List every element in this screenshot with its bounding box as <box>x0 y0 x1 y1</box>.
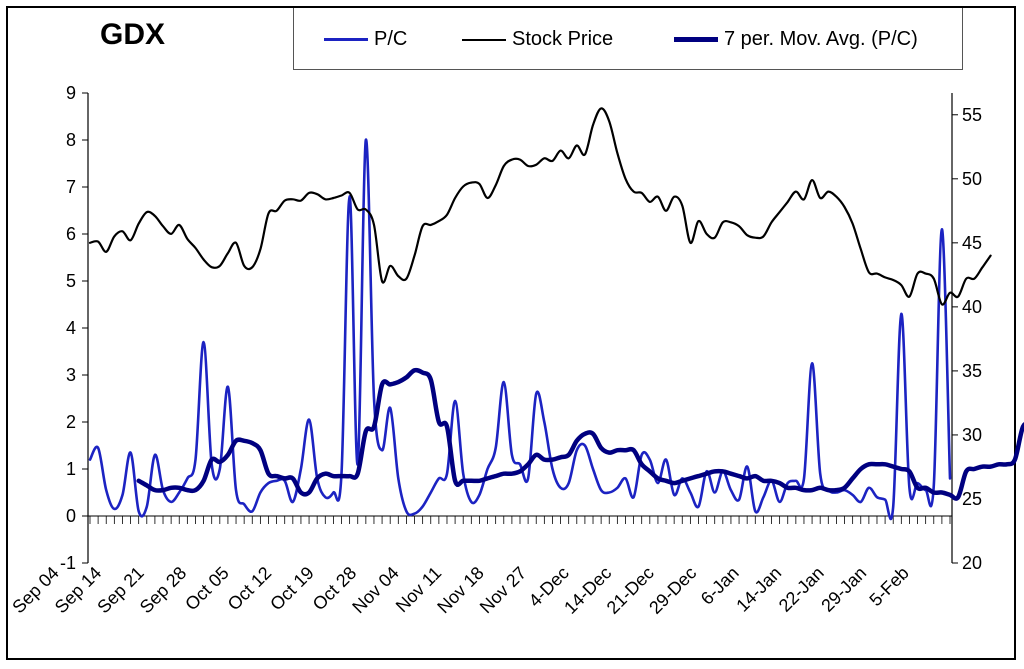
legend-item-mavg: 7 per. Mov. Avg. (P/C) <box>674 28 918 51</box>
legend-swatch-stock <box>462 38 506 41</box>
left-y-tick-label: 7 <box>66 177 76 197</box>
series-pc-line <box>88 138 952 521</box>
x-tick-label: 21-Dec <box>603 563 658 618</box>
left-y-tick-label: 2 <box>66 412 76 432</box>
left-y-tick-label: 9 <box>66 83 76 103</box>
right-y-tick-label: 40 <box>962 297 982 317</box>
series-stock-price-line <box>88 107 992 306</box>
x-tick-label: 22-Jan <box>775 563 828 616</box>
left-y-tick-label: -1 <box>60 553 76 573</box>
x-tick-label: 14-Dec <box>560 563 615 618</box>
series-moving-average-line <box>136 367 1024 501</box>
x-tick-label: 29-Dec <box>645 563 700 618</box>
x-tick-label: 29-Jan <box>817 563 870 616</box>
right-y-tick-label: 20 <box>962 553 982 573</box>
legend-label-mavg: 7 per. Mov. Avg. (P/C) <box>724 28 918 50</box>
x-tick-label: Sep 28 <box>136 563 190 617</box>
legend-item-stock: Stock Price <box>462 28 613 51</box>
left-y-tick-label: 6 <box>66 224 76 244</box>
legend-label-stock: Stock Price <box>512 28 614 50</box>
left-y-tick-label: 5 <box>66 271 76 291</box>
legend: P/C Stock Price 7 per. Mov. Avg. (P/C) <box>293 8 963 70</box>
right-y-tick-label: 25 <box>962 489 982 509</box>
left-y-tick-label: 1 <box>66 459 76 479</box>
chart-frame <box>6 6 1016 660</box>
legend-swatch-pc <box>324 38 368 42</box>
x-tick-label: Nov 18 <box>433 563 487 617</box>
x-tick-label: Sep 04 <box>8 563 62 617</box>
left-y-tick-label: 3 <box>66 365 76 385</box>
x-tick-label: Oct 05 <box>181 563 233 615</box>
left-y-tick-label: 4 <box>66 318 76 338</box>
right-y-tick-label: 30 <box>962 425 982 445</box>
right-y-tick-label: 55 <box>962 105 982 125</box>
x-tick-label: 14-Jan <box>732 563 785 616</box>
left-y-tick-label: 0 <box>66 506 76 526</box>
left-y-tick-label: 8 <box>66 130 76 150</box>
x-tick-label: 5-Feb <box>865 563 912 610</box>
legend-swatch-mavg <box>674 37 718 43</box>
right-y-tick-label: 45 <box>962 233 982 253</box>
right-y-tick-label: 35 <box>962 361 982 381</box>
x-tick-label: Oct 12 <box>224 563 276 615</box>
legend-item-pc: P/C <box>324 28 407 51</box>
x-tick-label: Nov 04 <box>348 563 402 617</box>
legend-label-pc: P/C <box>374 28 408 50</box>
x-tick-label: Oct 19 <box>266 563 318 615</box>
chart-title: GDX <box>100 18 166 51</box>
x-tick-label: Nov 27 <box>476 563 530 617</box>
x-tick-label: Sep 21 <box>93 563 147 617</box>
right-y-tick-label: 50 <box>962 169 982 189</box>
